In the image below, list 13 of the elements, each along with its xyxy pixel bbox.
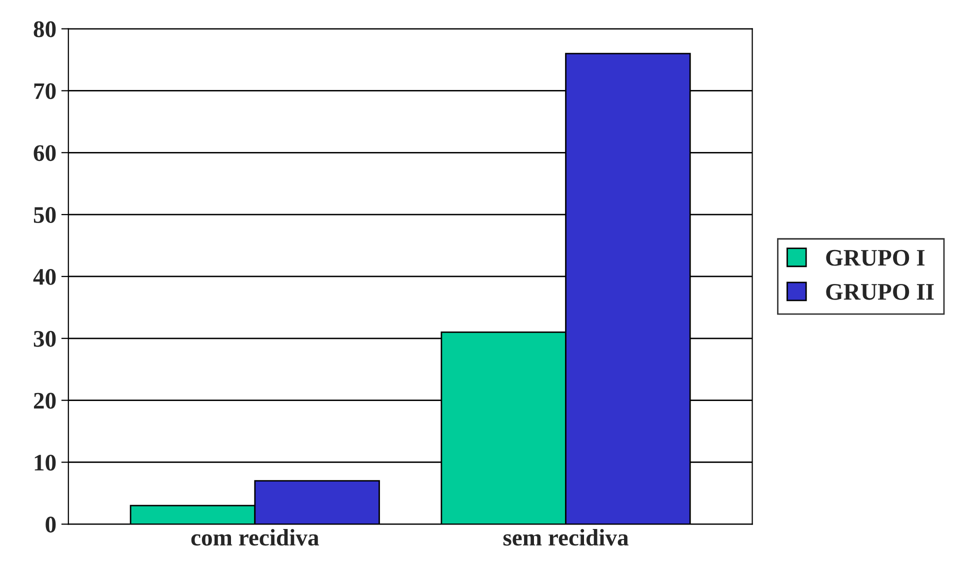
y-tick-label: 0 <box>46 516 56 533</box>
x-tick-label: com recidiva <box>191 529 319 546</box>
y-tick-label: 20 <box>34 392 56 409</box>
y-tick-label: 40 <box>33 268 56 285</box>
y-tick-label: 70 <box>34 83 56 100</box>
x-tick-label: sem recidiva <box>503 529 628 546</box>
legend-label: GRUPO I <box>826 250 925 266</box>
y-tick-label: 30 <box>34 330 56 347</box>
y-tick-label: 80 <box>34 21 56 38</box>
y-tick-label: 10 <box>34 454 56 471</box>
y-tick-label: 50 <box>34 207 56 223</box>
legend-label: GRUPO II <box>826 284 934 300</box>
y-tick-label: 60 <box>34 145 56 162</box>
